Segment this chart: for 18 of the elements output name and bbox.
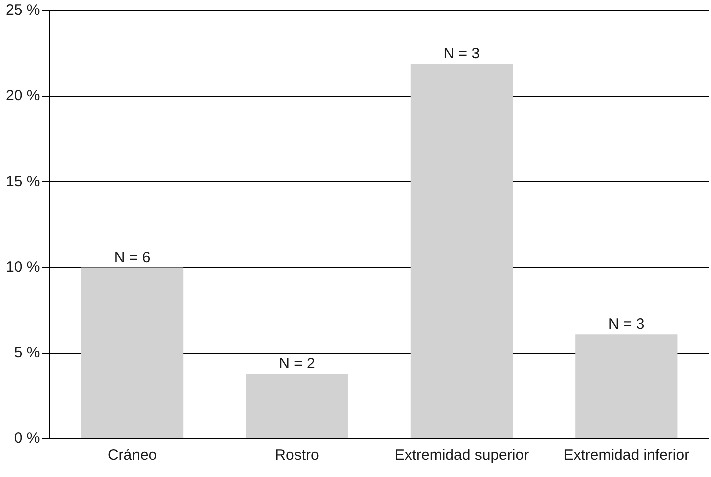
- annotation: N = 3: [444, 46, 480, 63]
- y-tick-label: 20 %: [6, 88, 40, 105]
- y-tick-label: 15 %: [6, 173, 40, 190]
- x-tick-label: Rostro: [275, 447, 320, 464]
- bar: [81, 268, 184, 438]
- x-tick-label: Extremidad superior: [394, 447, 530, 464]
- x-tick-label: Extremidad inferior: [564, 447, 690, 464]
- annotation: N = 2: [279, 356, 316, 373]
- bar: [410, 64, 514, 438]
- bar: [246, 374, 348, 438]
- annotation: N = 3: [608, 316, 645, 334]
- y-tick-label: 5 %: [14, 344, 40, 362]
- y-tick-label: 0 %: [14, 430, 40, 448]
- bar: [576, 334, 678, 438]
- y-tick-label: 25 %: [6, 2, 40, 20]
- x-tick-label: Cráneo: [108, 447, 158, 464]
- y-tick-label: 10 %: [6, 258, 40, 276]
- annotation: N = 6: [114, 249, 151, 266]
